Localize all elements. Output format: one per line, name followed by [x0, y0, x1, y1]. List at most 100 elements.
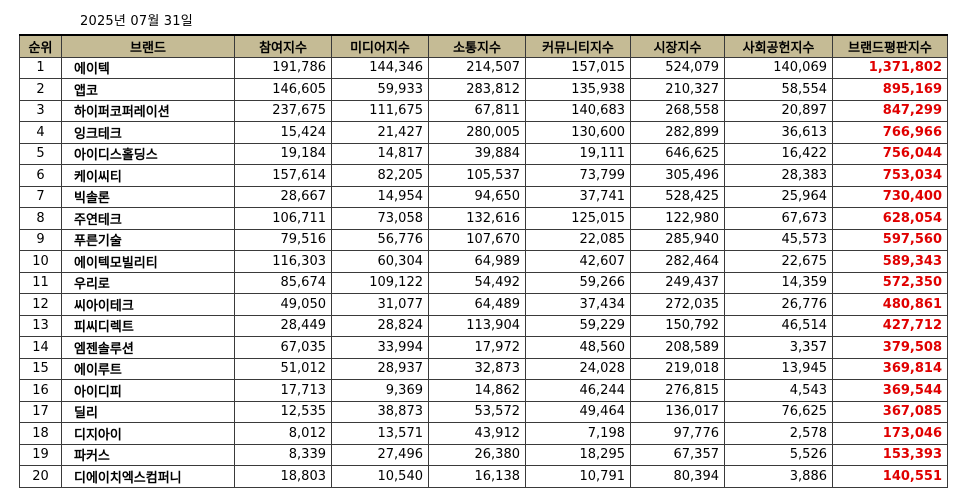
- table-row: 14 엠젠솔루션 67,035 33,994 17,972 48,560 208,589 3,…: [19, 336, 948, 359]
- social-contribution-cell: 16,422: [724, 142, 833, 165]
- brand-reputation-cell: 369,544: [832, 379, 948, 402]
- participation-cell: 18,803: [234, 465, 332, 488]
- participation-cell: 85,674: [234, 271, 332, 294]
- report-date: 2025년 07월 31일: [80, 14, 193, 29]
- media-cell: 10,540: [331, 465, 429, 488]
- communication-cell: 14,862: [428, 379, 526, 402]
- brand-name-cell: 케이씨티: [61, 164, 235, 187]
- participation-cell: 79,516: [234, 228, 332, 251]
- header-communication: 소통지수: [428, 34, 526, 58]
- brand-name-cell: 피씨디렉트: [61, 314, 235, 337]
- table-row: 2 앱코 146,605 59,933 283,812 135,938 210,327 58,…: [19, 78, 948, 101]
- market-cell: 285,940: [630, 228, 725, 251]
- brand-name-cell: 에이루트: [61, 357, 235, 380]
- table-row: 8 주연테크 106,711 73,058 132,616 125,015 122,980 6…: [19, 207, 948, 230]
- communication-cell: 26,380: [428, 443, 526, 466]
- media-cell: 9,369: [331, 379, 429, 402]
- social-contribution-cell: 2,578: [724, 422, 833, 445]
- social-contribution-cell: 58,554: [724, 78, 833, 101]
- participation-cell: 49,050: [234, 293, 332, 316]
- market-cell: 219,018: [630, 357, 725, 380]
- community-cell: 22,085: [525, 228, 631, 251]
- table-row: 10 에이텍모빌리티 116,303 60,304 64,989 42,607 282,46…: [19, 250, 948, 273]
- community-cell: 59,266: [525, 271, 631, 294]
- media-cell: 31,077: [331, 293, 429, 316]
- header-community: 커뮤니티지수: [525, 34, 631, 58]
- social-contribution-cell: 36,613: [724, 121, 833, 144]
- communication-cell: 53,572: [428, 400, 526, 423]
- rank-cell: 19: [19, 443, 62, 466]
- community-cell: 157,015: [525, 56, 631, 79]
- communication-cell: 43,912: [428, 422, 526, 445]
- participation-cell: 17,713: [234, 379, 332, 402]
- table-header-row: 순위 브랜드 참여지수 미디어지수 소통지수 커뮤니티지수 시장지수 사회공헌지…: [19, 34, 948, 58]
- brand-reputation-cell: 1,371,802: [832, 56, 948, 79]
- participation-cell: 106,711: [234, 207, 332, 230]
- media-cell: 59,933: [331, 78, 429, 101]
- market-cell: 97,776: [630, 422, 725, 445]
- market-cell: 276,815: [630, 379, 725, 402]
- brand-reputation-cell: 628,054: [832, 207, 948, 230]
- market-cell: 136,017: [630, 400, 725, 423]
- rank-cell: 9: [19, 228, 62, 251]
- communication-cell: 132,616: [428, 207, 526, 230]
- media-cell: 38,873: [331, 400, 429, 423]
- media-cell: 28,937: [331, 357, 429, 380]
- communication-cell: 113,904: [428, 314, 526, 337]
- rank-cell: 13: [19, 314, 62, 337]
- participation-cell: 19,184: [234, 142, 332, 165]
- community-cell: 42,607: [525, 250, 631, 273]
- table-row: 5 아이디스홀딩스 19,184 14,817 39,884 19,111 646,625 1…: [19, 142, 948, 165]
- media-cell: 73,058: [331, 207, 429, 230]
- community-cell: 46,244: [525, 379, 631, 402]
- participation-cell: 28,449: [234, 314, 332, 337]
- communication-cell: 17,972: [428, 336, 526, 359]
- brand-reputation-cell: 847,299: [832, 99, 948, 122]
- community-cell: 125,015: [525, 207, 631, 230]
- media-cell: 60,304: [331, 250, 429, 273]
- market-cell: 268,558: [630, 99, 725, 122]
- rank-cell: 2: [19, 78, 62, 101]
- table-row: 20 디에이치엑스컴퍼니 18,803 10,540 16,138 10,791 80,39…: [19, 465, 948, 488]
- brand-reputation-cell: 173,046: [832, 422, 948, 445]
- participation-cell: 191,786: [234, 56, 332, 79]
- brand-name-cell: 파커스: [61, 443, 235, 466]
- market-cell: 208,589: [630, 336, 725, 359]
- table-row: 9 푸른기술 79,516 56,776 107,670 22,085 285,940 45,…: [19, 228, 948, 251]
- table-row: 17 딜리 12,535 38,873 53,572 49,464 136,017 76,62…: [19, 400, 948, 423]
- communication-cell: 67,811: [428, 99, 526, 122]
- media-cell: 82,205: [331, 164, 429, 187]
- community-cell: 73,799: [525, 164, 631, 187]
- market-cell: 150,792: [630, 314, 725, 337]
- community-cell: 135,938: [525, 78, 631, 101]
- participation-cell: 237,675: [234, 99, 332, 122]
- communication-cell: 214,507: [428, 56, 526, 79]
- communication-cell: 105,537: [428, 164, 526, 187]
- table-row: 4 잉크테크 15,424 21,427 280,005 130,600 282,899 36…: [19, 121, 948, 144]
- market-cell: 528,425: [630, 185, 725, 208]
- community-cell: 10,791: [525, 465, 631, 488]
- media-cell: 33,994: [331, 336, 429, 359]
- community-cell: 140,683: [525, 99, 631, 122]
- media-cell: 56,776: [331, 228, 429, 251]
- rank-cell: 12: [19, 293, 62, 316]
- brand-reputation-cell: 730,400: [832, 185, 948, 208]
- table-row: 3 하이퍼코퍼레이션 237,675 111,675 67,811 140,683 268,…: [19, 99, 948, 122]
- rank-cell: 20: [19, 465, 62, 488]
- social-contribution-cell: 14,359: [724, 271, 833, 294]
- brand-name-cell: 주연테크: [61, 207, 235, 230]
- community-cell: 37,434: [525, 293, 631, 316]
- header-participation: 참여지수: [234, 34, 332, 58]
- rank-cell: 18: [19, 422, 62, 445]
- market-cell: 524,079: [630, 56, 725, 79]
- communication-cell: 32,873: [428, 357, 526, 380]
- brand-reputation-cell: 427,712: [832, 314, 948, 337]
- rank-cell: 3: [19, 99, 62, 122]
- social-contribution-cell: 140,069: [724, 56, 833, 79]
- brand-reputation-cell: 480,861: [832, 293, 948, 316]
- media-cell: 109,122: [331, 271, 429, 294]
- table-row: 1 에이텍 191,786 144,346 214,507 157,015 524,079 1…: [19, 56, 948, 79]
- community-cell: 49,464: [525, 400, 631, 423]
- brand-reputation-cell: 369,814: [832, 357, 948, 380]
- rank-cell: 4: [19, 121, 62, 144]
